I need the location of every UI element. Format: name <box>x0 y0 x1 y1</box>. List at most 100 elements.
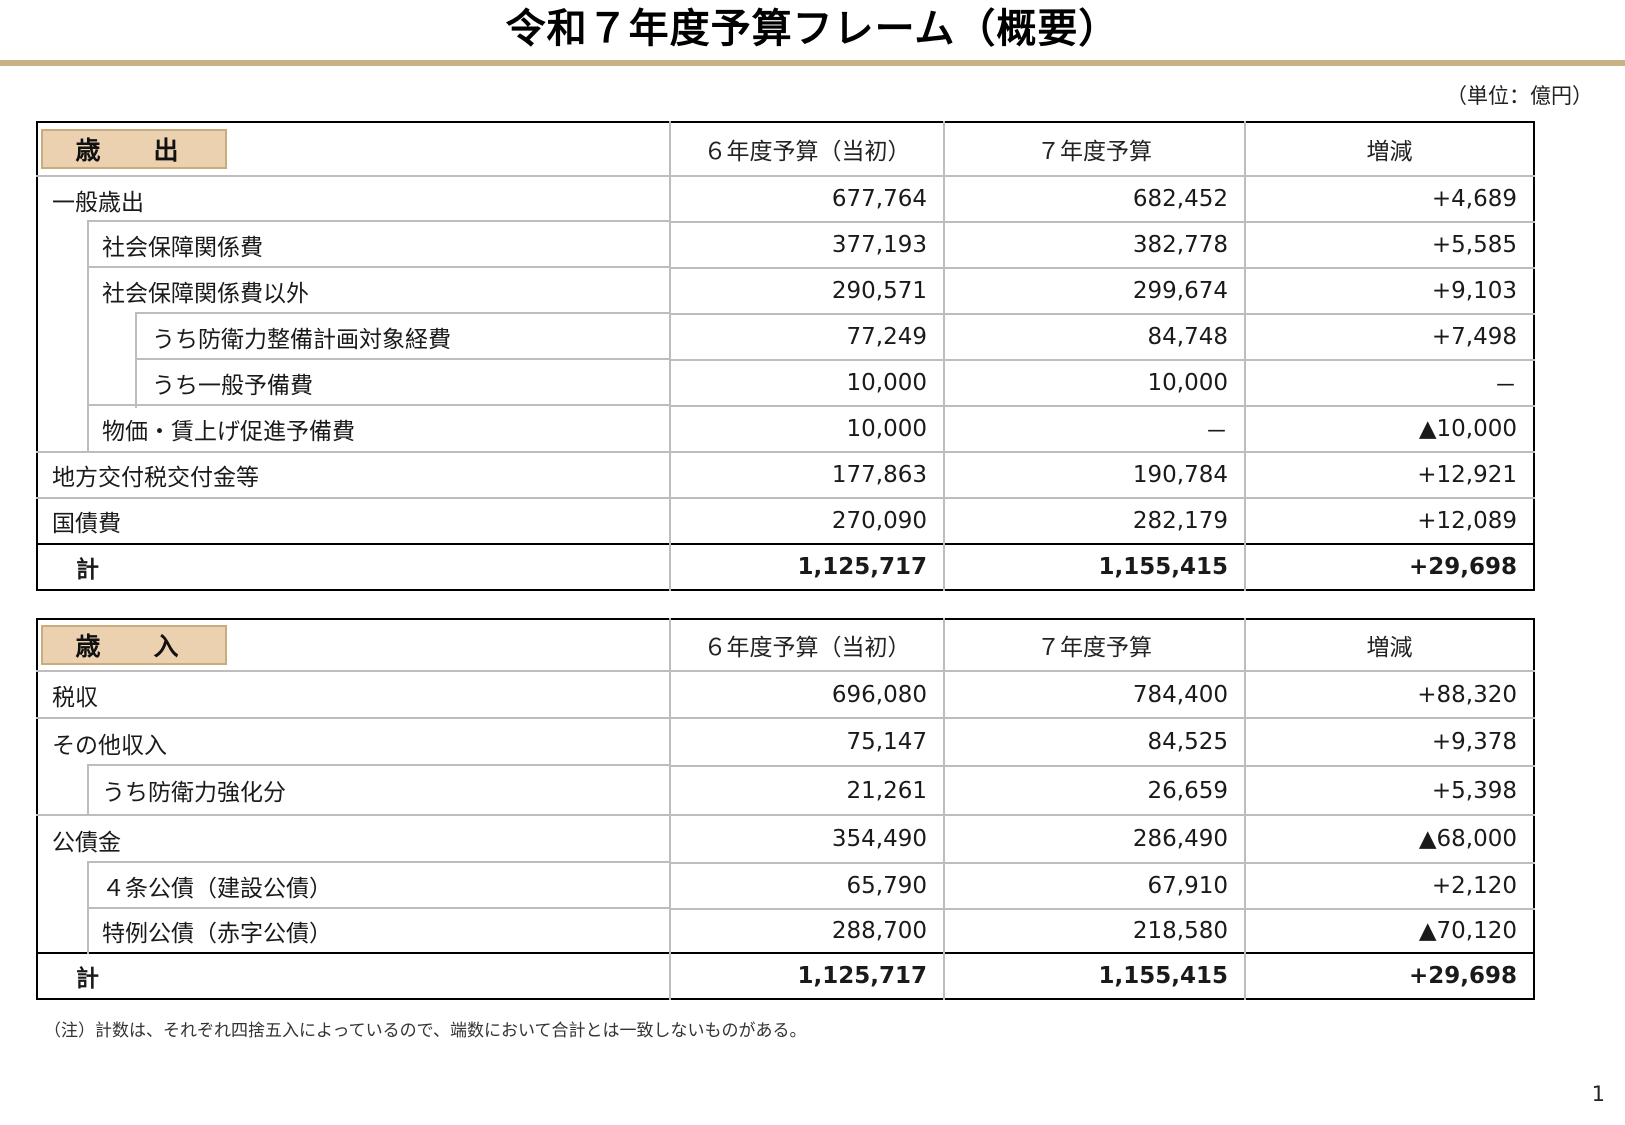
row-label: 社会保障関係費以外 <box>102 281 309 307</box>
value-next: 84,748 <box>943 313 1245 360</box>
revenue-table: 歳 入 ６年度予算（当初） ７年度予算 増減 税収 696,080 784,40… <box>36 618 1535 1000</box>
value-prev: 177,863 <box>669 451 944 498</box>
value-prev: 377,193 <box>669 221 944 268</box>
row-label: 社会保障関係費 <box>102 235 263 261</box>
table-row: 物価・賃上げ促進予備費 10,000 － ▲10,000 <box>37 404 1534 453</box>
value-diff: － <box>1244 359 1534 406</box>
total-next: 1,155,415 <box>943 953 1245 999</box>
total-label: 計 <box>76 966 99 992</box>
tree-guide-line <box>87 312 89 362</box>
value-next: 382,778 <box>943 221 1245 268</box>
row-divider <box>135 312 669 314</box>
value-prev: 270,090 <box>669 497 944 544</box>
row-label: 物価・賃上げ促進予備費 <box>102 418 355 445</box>
column-header-next: ７年度予算 <box>943 619 1245 671</box>
value-prev: 21,261 <box>669 765 944 815</box>
revenue-section-cell: 歳 入 <box>37 619 670 671</box>
total-next: 1,155,415 <box>943 544 1245 590</box>
tree-guide-line <box>87 220 89 270</box>
total-prev: 1,125,717 <box>669 953 944 999</box>
row-label: 税収 <box>52 684 98 711</box>
row-divider <box>87 907 669 909</box>
revenue-section-badge: 歳 入 <box>41 625 227 665</box>
row-label-cell: 社会保障関係費 <box>37 220 670 270</box>
value-next: 26,659 <box>943 765 1245 815</box>
table-row: 国債費 270,090 282,179 +12,089 <box>37 497 1534 544</box>
table-row: 地方交付税交付金等 177,863 190,784 +12,921 <box>37 451 1534 498</box>
value-next: 282,179 <box>943 497 1245 544</box>
value-next: 10,000 <box>943 359 1245 406</box>
unit-label: （単位：億円） <box>1446 84 1593 108</box>
table-row: 社会保障関係費 377,193 382,778 +5,585 <box>37 220 1534 270</box>
expenditure-table: 歳 出 ６年度予算（当初） ７年度予算 増減 一般歳出 677,764 682,… <box>36 121 1535 591</box>
value-prev: 77,249 <box>669 313 944 360</box>
tree-guide-line <box>87 404 89 453</box>
row-divider <box>135 358 669 360</box>
total-diff: +29,698 <box>1244 544 1534 590</box>
revenue-header-row: 歳 入 ６年度予算（当初） ７年度予算 増減 <box>37 619 1534 671</box>
value-diff: ▲68,000 <box>1244 814 1534 863</box>
table-row: うち一般予備費 10,000 10,000 － <box>37 358 1534 408</box>
table-row: 一般歳出 677,764 682,452 +4,689 <box>37 175 1534 222</box>
value-next: 784,400 <box>943 670 1245 718</box>
row-label: うち防衛力整備計画対象経費 <box>152 327 451 353</box>
value-next: 299,674 <box>943 267 1245 314</box>
tree-guide-line <box>135 312 137 362</box>
row-label: 公債金 <box>52 829 121 856</box>
value-diff: ▲10,000 <box>1244 405 1534 452</box>
value-next: 190,784 <box>943 451 1245 498</box>
value-next: 67,910 <box>943 862 1245 909</box>
value-prev: 65,790 <box>669 862 944 909</box>
value-diff: +9,103 <box>1244 267 1534 314</box>
tree-guide-line <box>135 358 137 408</box>
title-underline <box>0 60 1625 66</box>
value-diff: +12,089 <box>1244 497 1534 544</box>
value-diff: +5,398 <box>1244 765 1534 815</box>
row-label: 一般歳出 <box>52 189 144 216</box>
row-label-cell: 税収 <box>37 670 670 718</box>
row-divider <box>87 861 669 863</box>
value-prev: 10,000 <box>669 405 944 452</box>
row-divider <box>87 764 669 766</box>
column-header-prev: ６年度予算（当初） <box>669 619 944 671</box>
row-label-cell: 特例公債（赤字公債） <box>37 907 670 954</box>
row-divider <box>87 266 669 268</box>
row-label-cell: 一般歳出 <box>37 175 670 222</box>
table-row: 社会保障関係費以外 290,571 299,674 +9,103 <box>37 266 1534 316</box>
row-label-cell: うち防衛力強化分 <box>37 764 670 816</box>
total-row: 計 1,125,717 1,155,415 +29,698 <box>37 953 1534 999</box>
value-prev: 290,571 <box>669 267 944 314</box>
value-prev: 10,000 <box>669 359 944 406</box>
tree-guide-line <box>87 907 89 954</box>
value-prev: 677,764 <box>669 175 944 222</box>
row-label-cell: 公債金 <box>37 814 670 863</box>
table-row: ４条公債（建設公債） 65,790 67,910 +2,120 <box>37 861 1534 911</box>
column-header-prev: ６年度予算（当初） <box>669 122 944 176</box>
tree-guide-line <box>87 358 89 408</box>
value-next: 682,452 <box>943 175 1245 222</box>
row-label-cell: うち一般予備費 <box>37 358 670 408</box>
row-label-cell: 物価・賃上げ促進予備費 <box>37 404 670 453</box>
value-next: － <box>943 405 1245 452</box>
total-row: 計 1,125,717 1,155,415 +29,698 <box>37 544 1534 590</box>
row-label: 地方交付税交付金等 <box>52 465 259 491</box>
value-diff: +7,498 <box>1244 313 1534 360</box>
row-label-cell: 地方交付税交付金等 <box>37 451 670 498</box>
value-diff: +9,378 <box>1244 717 1534 766</box>
table-row: うち防衛力強化分 21,261 26,659 +5,398 <box>37 764 1534 816</box>
value-prev: 75,147 <box>669 717 944 766</box>
value-diff: ▲70,120 <box>1244 908 1534 953</box>
total-label: 計 <box>76 557 99 583</box>
row-label-cell: 国債費 <box>37 497 670 544</box>
column-header-next: ７年度予算 <box>943 122 1245 176</box>
value-prev: 354,490 <box>669 814 944 863</box>
table-row: 公債金 354,490 286,490 ▲68,000 <box>37 814 1534 863</box>
row-label: その他収入 <box>52 732 167 759</box>
expenditure-section-cell: 歳 出 <box>37 122 670 176</box>
row-label-cell: ４条公債（建設公債） <box>37 861 670 911</box>
value-diff: +4,689 <box>1244 175 1534 222</box>
total-prev: 1,125,717 <box>669 544 944 590</box>
row-divider <box>87 404 669 406</box>
row-label: 特例公債（赤字公債） <box>102 920 332 947</box>
value-diff: +12,921 <box>1244 451 1534 498</box>
